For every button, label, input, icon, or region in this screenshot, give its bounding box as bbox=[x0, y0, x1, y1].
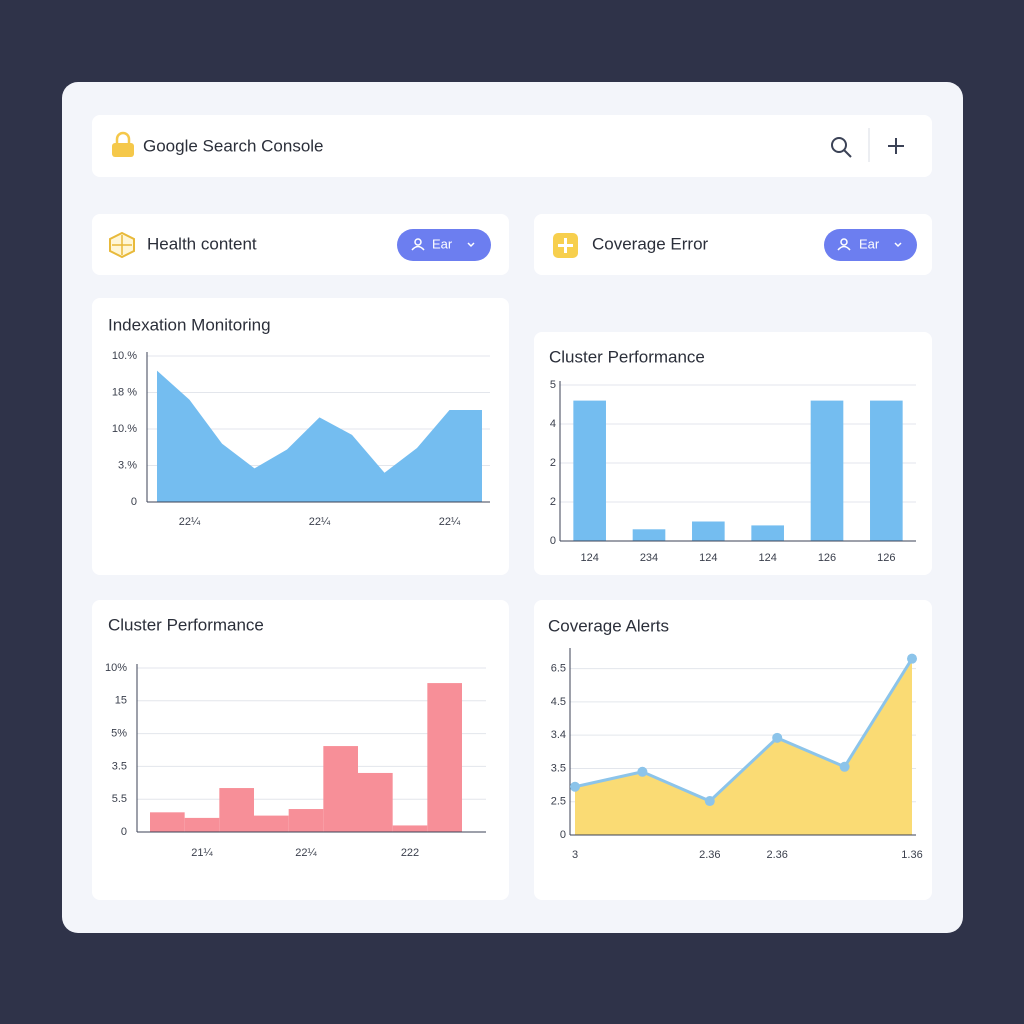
x-tick-label: 126 bbox=[818, 552, 836, 564]
app-icon bbox=[112, 131, 134, 157]
x-tick-label: 124 bbox=[758, 552, 776, 564]
bar bbox=[150, 812, 185, 832]
bar bbox=[323, 746, 358, 832]
y-tick-label: 3.5 bbox=[112, 760, 127, 772]
bar bbox=[392, 825, 428, 832]
bar bbox=[810, 400, 844, 541]
line bbox=[574, 657, 914, 803]
y-tick-label: 3.4 bbox=[551, 729, 566, 741]
x-tick-label: 22¼ bbox=[439, 516, 461, 528]
bar bbox=[751, 525, 784, 541]
add-button[interactable] bbox=[888, 138, 904, 154]
x-tick-label: 1.36 bbox=[901, 849, 922, 861]
y-tick-label: 4.5 bbox=[551, 696, 566, 708]
y-tick-label: 2 bbox=[550, 457, 556, 469]
marker bbox=[704, 796, 715, 807]
filter-button[interactable]: Ear bbox=[397, 229, 491, 261]
bar bbox=[358, 772, 393, 832]
bar bbox=[692, 521, 725, 541]
x-tick-label: 22¼ bbox=[309, 516, 331, 528]
x-tick-label: 21¼ bbox=[191, 847, 213, 859]
search-button[interactable] bbox=[831, 137, 852, 158]
bar bbox=[184, 817, 220, 832]
y-tick-label: 15 bbox=[115, 695, 127, 707]
button-label: Ear bbox=[432, 236, 453, 251]
x-tick-label: 222 bbox=[401, 847, 419, 859]
x-tick-label: 3 bbox=[572, 849, 578, 861]
y-tick-label: 3.% bbox=[118, 459, 137, 471]
chart-title: Cluster Performance bbox=[549, 347, 705, 366]
header-bar bbox=[92, 115, 932, 177]
x-tick-label: 22¼ bbox=[295, 847, 317, 859]
bar bbox=[573, 400, 606, 541]
coverage-icon bbox=[553, 233, 578, 258]
y-tick-label: 0 bbox=[131, 496, 137, 508]
x-tick-label: 124 bbox=[699, 552, 717, 564]
area bbox=[575, 658, 912, 835]
bar bbox=[288, 809, 324, 832]
marker bbox=[637, 766, 648, 777]
y-tick-label: 2 bbox=[550, 496, 556, 508]
bar bbox=[427, 683, 462, 832]
bar bbox=[632, 529, 666, 541]
marker bbox=[570, 781, 580, 792]
button-label: Ear bbox=[859, 236, 880, 251]
y-tick-label: 0 bbox=[550, 535, 556, 547]
x-tick-label: 2.36 bbox=[766, 849, 787, 861]
card-title: Coverage Error bbox=[592, 234, 709, 253]
y-tick-label: 18 % bbox=[112, 386, 137, 398]
y-tick-label: 10% bbox=[105, 662, 127, 674]
y-tick-label: 5 bbox=[550, 379, 556, 391]
y-tick-label: 10.% bbox=[112, 350, 137, 362]
filter-button[interactable]: Ear bbox=[824, 229, 917, 261]
x-tick-label: 124 bbox=[580, 552, 598, 564]
chart-title: Indexation Monitoring bbox=[108, 315, 271, 334]
chart-title: Cluster Performance bbox=[108, 615, 264, 634]
y-tick-label: 0 bbox=[560, 829, 566, 841]
card-title: Health content bbox=[147, 234, 257, 253]
x-tick-label: 22¼ bbox=[179, 516, 201, 528]
bar bbox=[870, 400, 903, 541]
y-tick-label: 10.% bbox=[112, 423, 137, 435]
marker bbox=[839, 761, 850, 772]
y-tick-label: 3.5 bbox=[551, 762, 566, 774]
marker bbox=[907, 653, 917, 664]
x-tick-label: 126 bbox=[877, 552, 895, 564]
card bbox=[534, 214, 932, 275]
y-tick-label: 4 bbox=[550, 418, 556, 430]
bar bbox=[254, 815, 289, 832]
chart-title: Coverage Alerts bbox=[548, 616, 669, 635]
y-tick-label: 5% bbox=[111, 728, 127, 740]
x-tick-label: 2.36 bbox=[699, 849, 720, 861]
bar bbox=[219, 788, 254, 832]
app-title: Google Search Console bbox=[143, 136, 324, 155]
x-tick-label: 234 bbox=[640, 552, 658, 564]
y-tick-label: 5.5 bbox=[112, 793, 127, 805]
marker bbox=[772, 732, 783, 743]
y-tick-label: 0 bbox=[121, 826, 127, 838]
y-tick-label: 2.5 bbox=[551, 796, 566, 808]
y-tick-label: 6.5 bbox=[551, 663, 566, 675]
card bbox=[92, 214, 509, 275]
area bbox=[157, 370, 482, 502]
health-icon bbox=[109, 231, 135, 259]
